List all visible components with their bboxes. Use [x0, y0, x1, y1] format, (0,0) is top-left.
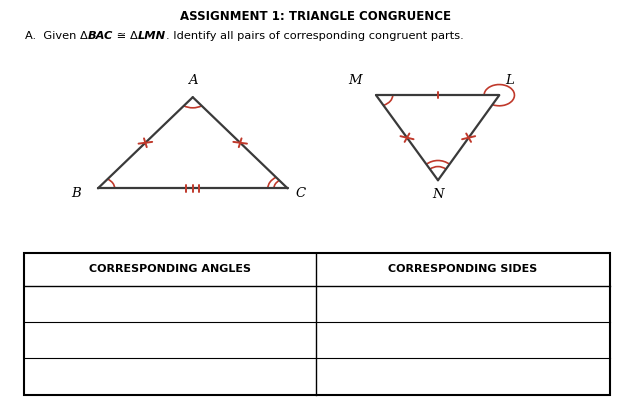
Text: CORRESPONDING ANGLES: CORRESPONDING ANGLES: [89, 264, 251, 274]
Text: L: L: [506, 74, 514, 87]
Text: B: B: [71, 187, 81, 200]
Text: A: A: [188, 74, 198, 87]
Text: N: N: [432, 188, 444, 201]
Text: CORRESPONDING SIDES: CORRESPONDING SIDES: [388, 264, 538, 274]
Text: . Identify all pairs of corresponding congruent parts.: . Identify all pairs of corresponding co…: [166, 31, 464, 41]
Text: ASSIGNMENT 1: TRIANGLE CONGRUENCE: ASSIGNMENT 1: TRIANGLE CONGRUENCE: [181, 10, 451, 23]
Text: C: C: [296, 187, 306, 200]
Bar: [24, 253, 610, 395]
Text: BAC: BAC: [88, 31, 113, 41]
Text: LMN: LMN: [138, 31, 166, 41]
Text: Δ: Δ: [80, 31, 88, 41]
Text: Δ: Δ: [130, 31, 138, 41]
Text: M: M: [348, 74, 362, 87]
Text: ≅: ≅: [113, 31, 130, 41]
Text: A.  Given: A. Given: [25, 31, 80, 41]
